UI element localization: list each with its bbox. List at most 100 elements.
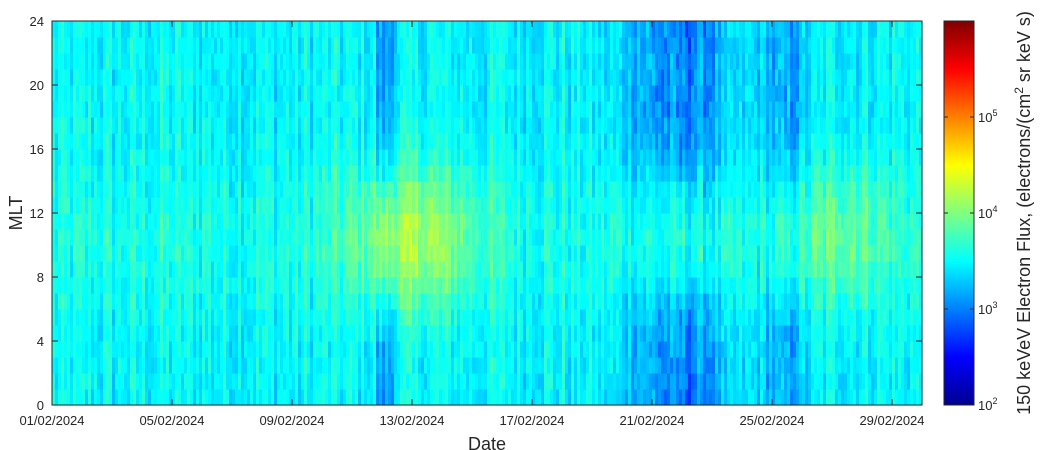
heatmap-cell — [442, 309, 446, 326]
heatmap-cell — [211, 101, 215, 118]
heatmap-cell — [169, 229, 173, 246]
heatmap-cell — [502, 21, 506, 38]
heatmap-cell — [283, 213, 287, 230]
heatmap-cell — [499, 101, 503, 118]
heatmap-cell — [649, 245, 653, 262]
heatmap-cell — [268, 261, 272, 278]
heatmap-cell — [91, 261, 95, 278]
heatmap-cell — [418, 341, 422, 358]
heatmap-cell — [238, 261, 242, 278]
heatmap-cell — [625, 389, 629, 406]
heatmap-cell — [583, 85, 587, 102]
heatmap-cell — [418, 261, 422, 278]
heatmap-cell — [256, 261, 260, 278]
heatmap-cell — [160, 229, 164, 246]
heatmap-cell — [472, 213, 476, 230]
heatmap-cell — [445, 133, 449, 150]
heatmap-cell — [496, 133, 500, 150]
heatmap-cell — [433, 101, 437, 118]
heatmap-cell — [355, 197, 359, 214]
heatmap-cell — [664, 277, 668, 294]
heatmap-cell — [61, 245, 65, 262]
heatmap-cell — [631, 197, 635, 214]
heatmap-cell — [556, 277, 560, 294]
heatmap-cell — [73, 197, 77, 214]
heatmap-cell — [274, 101, 278, 118]
heatmap-cell — [412, 69, 416, 86]
heatmap-cell — [340, 341, 344, 358]
heatmap-cell — [211, 277, 215, 294]
heatmap-cell — [535, 37, 539, 54]
heatmap-cell — [607, 133, 611, 150]
heatmap-cell — [193, 69, 197, 86]
heatmap-cell — [355, 85, 359, 102]
heatmap-cell — [598, 197, 602, 214]
heatmap-cell — [448, 261, 452, 278]
heatmap-cell — [430, 197, 434, 214]
heatmap-cell — [673, 133, 677, 150]
heatmap-cell — [481, 37, 485, 54]
heatmap-cell — [451, 197, 455, 214]
heatmap-cell — [634, 37, 638, 54]
heatmap-cell — [70, 277, 74, 294]
heatmap-cell — [361, 341, 365, 358]
heatmap-cell — [58, 197, 62, 214]
heatmap-cell — [232, 69, 236, 86]
heatmap-cell — [220, 165, 224, 182]
heatmap-cell — [439, 197, 443, 214]
heatmap-cell — [352, 309, 356, 326]
heatmap-cell — [358, 261, 362, 278]
heatmap-cell — [589, 213, 593, 230]
heatmap-cell — [427, 165, 431, 182]
heatmap-cell — [514, 245, 518, 262]
heatmap-cell — [553, 101, 557, 118]
heatmap-cell — [85, 101, 89, 118]
heatmap-cell — [265, 85, 269, 102]
heatmap-cell — [628, 293, 632, 310]
heatmap-cell — [595, 293, 599, 310]
heatmap-cell — [592, 101, 596, 118]
heatmap-cell — [478, 341, 482, 358]
heatmap-cell — [508, 53, 512, 70]
heatmap-cell — [136, 37, 140, 54]
heatmap-cell — [520, 197, 524, 214]
heatmap-cell — [466, 37, 470, 54]
heatmap-cell — [379, 389, 383, 406]
heatmap-cell — [178, 373, 182, 390]
heatmap-cell — [616, 117, 620, 134]
heatmap-cell — [328, 341, 332, 358]
heatmap-cell — [247, 101, 251, 118]
heatmap-cell — [73, 357, 77, 374]
heatmap-cell — [571, 389, 575, 406]
heatmap-cell — [268, 37, 272, 54]
heatmap-cell — [394, 341, 398, 358]
heatmap-cell — [622, 181, 626, 198]
heatmap-cell — [388, 213, 392, 230]
heatmap-cell — [370, 165, 374, 182]
heatmap-cell — [121, 101, 125, 118]
heatmap-cell — [466, 293, 470, 310]
heatmap-cell — [397, 213, 401, 230]
heatmap-cell — [391, 341, 395, 358]
heatmap-cell — [295, 309, 299, 326]
heatmap-cell — [349, 85, 353, 102]
heatmap-cell — [499, 85, 503, 102]
heatmap-cell — [235, 309, 239, 326]
heatmap-cell — [640, 85, 644, 102]
heatmap-cell — [103, 389, 107, 406]
heatmap-cell — [505, 53, 509, 70]
heatmap-cell — [247, 213, 251, 230]
heatmap-cell — [652, 37, 656, 54]
heatmap-cell — [355, 229, 359, 246]
heatmap-cell — [199, 165, 203, 182]
heatmap-cell — [553, 261, 557, 278]
heatmap-cell — [118, 389, 122, 406]
heatmap-cell — [208, 37, 212, 54]
heatmap-cell — [619, 21, 623, 38]
heatmap-cell — [310, 53, 314, 70]
heatmap-cell — [466, 133, 470, 150]
heatmap-cell — [457, 341, 461, 358]
heatmap-cell — [361, 101, 365, 118]
heatmap-cell — [631, 117, 635, 134]
heatmap-cell — [487, 245, 491, 262]
